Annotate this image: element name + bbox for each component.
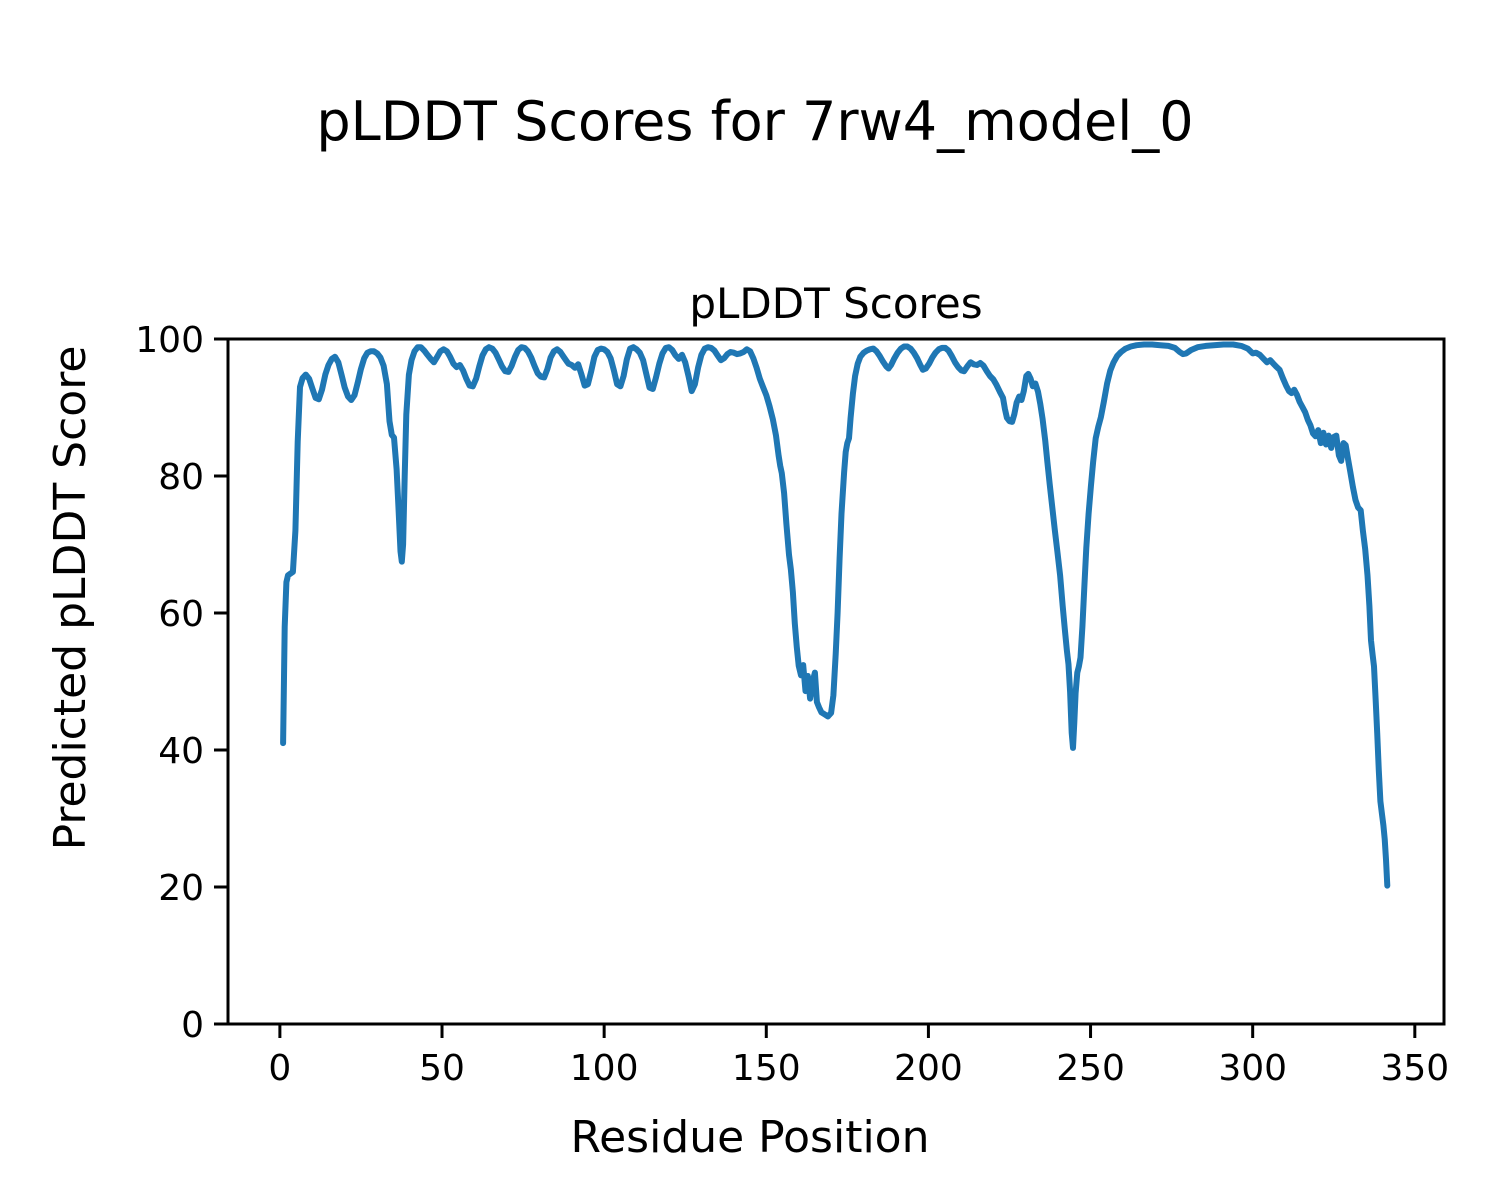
y-tick-label: 100 xyxy=(135,320,204,361)
y-tick-label: 40 xyxy=(158,731,204,772)
y-axis-label: Predicted pLDDT Score xyxy=(45,346,96,851)
y-tick-label: 80 xyxy=(158,457,204,498)
x-axis-label: Residue Position xyxy=(570,1112,929,1163)
axes-frame xyxy=(226,337,1446,1026)
x-tick-label: 300 xyxy=(1218,1048,1287,1089)
x-tick-label: 100 xyxy=(570,1048,639,1089)
x-tick-label: 0 xyxy=(268,1048,291,1089)
x-tick-label: 50 xyxy=(419,1048,465,1089)
axes-title: pLDDT Scores xyxy=(689,279,982,328)
y-tick-label: 60 xyxy=(158,594,204,635)
x-tick-label: 150 xyxy=(732,1048,801,1089)
figure-title: pLDDT Scores for 7rw4_model_0 xyxy=(316,90,1193,153)
y-axis-ticks: 0 20 40 60 80 100 xyxy=(135,320,228,1046)
plddt-score-line xyxy=(280,341,1391,889)
x-tick-label: 350 xyxy=(1380,1048,1449,1089)
x-tick-label: 200 xyxy=(894,1048,963,1089)
y-tick-label: 20 xyxy=(158,868,204,909)
x-tick-label: 250 xyxy=(1056,1048,1125,1089)
x-axis-ticks: 0 50 100 150 200 250 300 350 xyxy=(268,1024,1449,1089)
y-tick-label: 0 xyxy=(181,1005,204,1046)
